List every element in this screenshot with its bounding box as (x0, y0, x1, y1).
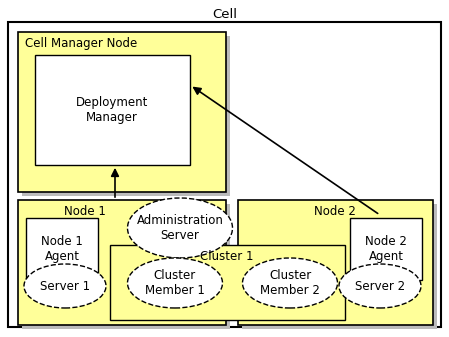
Ellipse shape (339, 264, 421, 308)
Text: Node 1: Node 1 (64, 205, 106, 218)
Text: Node 1
Agent: Node 1 Agent (41, 235, 83, 263)
Text: Cluster
Member 1: Cluster Member 1 (145, 269, 205, 297)
Text: Cell: Cell (212, 7, 237, 21)
Bar (35, 55, 190, 165)
Bar (22, 36, 230, 196)
Text: Cell Manager Node: Cell Manager Node (25, 37, 137, 50)
Bar (350, 218, 422, 280)
Bar (22, 204, 230, 329)
Ellipse shape (128, 258, 223, 308)
Text: Server 2: Server 2 (355, 279, 405, 293)
Text: Administration
Server: Administration Server (136, 214, 224, 242)
Text: Node 2: Node 2 (314, 205, 356, 218)
Text: Cluster
Member 2: Cluster Member 2 (260, 269, 320, 297)
Text: Cluster 1: Cluster 1 (200, 250, 254, 263)
Bar (242, 204, 437, 329)
Bar (26, 218, 98, 280)
Text: Deployment
Manager: Deployment Manager (76, 96, 148, 124)
Bar (238, 200, 433, 325)
Ellipse shape (128, 198, 233, 258)
Ellipse shape (24, 264, 106, 308)
Bar (110, 245, 345, 320)
Text: Server 1: Server 1 (40, 279, 90, 293)
Bar (18, 32, 226, 192)
Ellipse shape (242, 258, 338, 308)
Text: Node 2
Agent: Node 2 Agent (365, 235, 407, 263)
Bar (18, 200, 226, 325)
